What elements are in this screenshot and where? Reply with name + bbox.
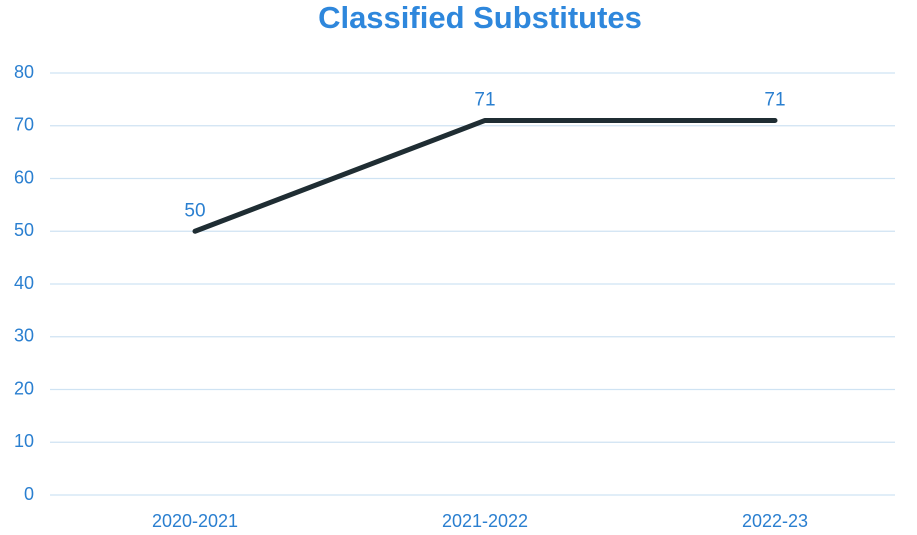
y-tick-label: 40 bbox=[14, 273, 34, 293]
y-tick-label: 60 bbox=[14, 167, 34, 187]
x-tick-label: 2021-2022 bbox=[442, 511, 528, 531]
y-tick-label: 10 bbox=[14, 431, 34, 451]
data-label: 50 bbox=[184, 200, 205, 221]
line-series bbox=[192, 117, 778, 234]
y-tick-label: 50 bbox=[14, 220, 34, 240]
y-tick-label: 70 bbox=[14, 115, 34, 135]
chart-title: Classified Substitutes bbox=[318, 0, 642, 35]
y-tick-label: 0 bbox=[24, 484, 34, 504]
data-label: 71 bbox=[474, 89, 495, 110]
y-tick-label: 30 bbox=[14, 326, 34, 346]
y-tick-label: 80 bbox=[14, 62, 34, 82]
x-tick-label: 2022-23 bbox=[742, 511, 808, 531]
y-tick-label: 20 bbox=[14, 378, 34, 398]
x-tick-label: 2020-2021 bbox=[152, 511, 238, 531]
data-label: 71 bbox=[764, 89, 785, 110]
